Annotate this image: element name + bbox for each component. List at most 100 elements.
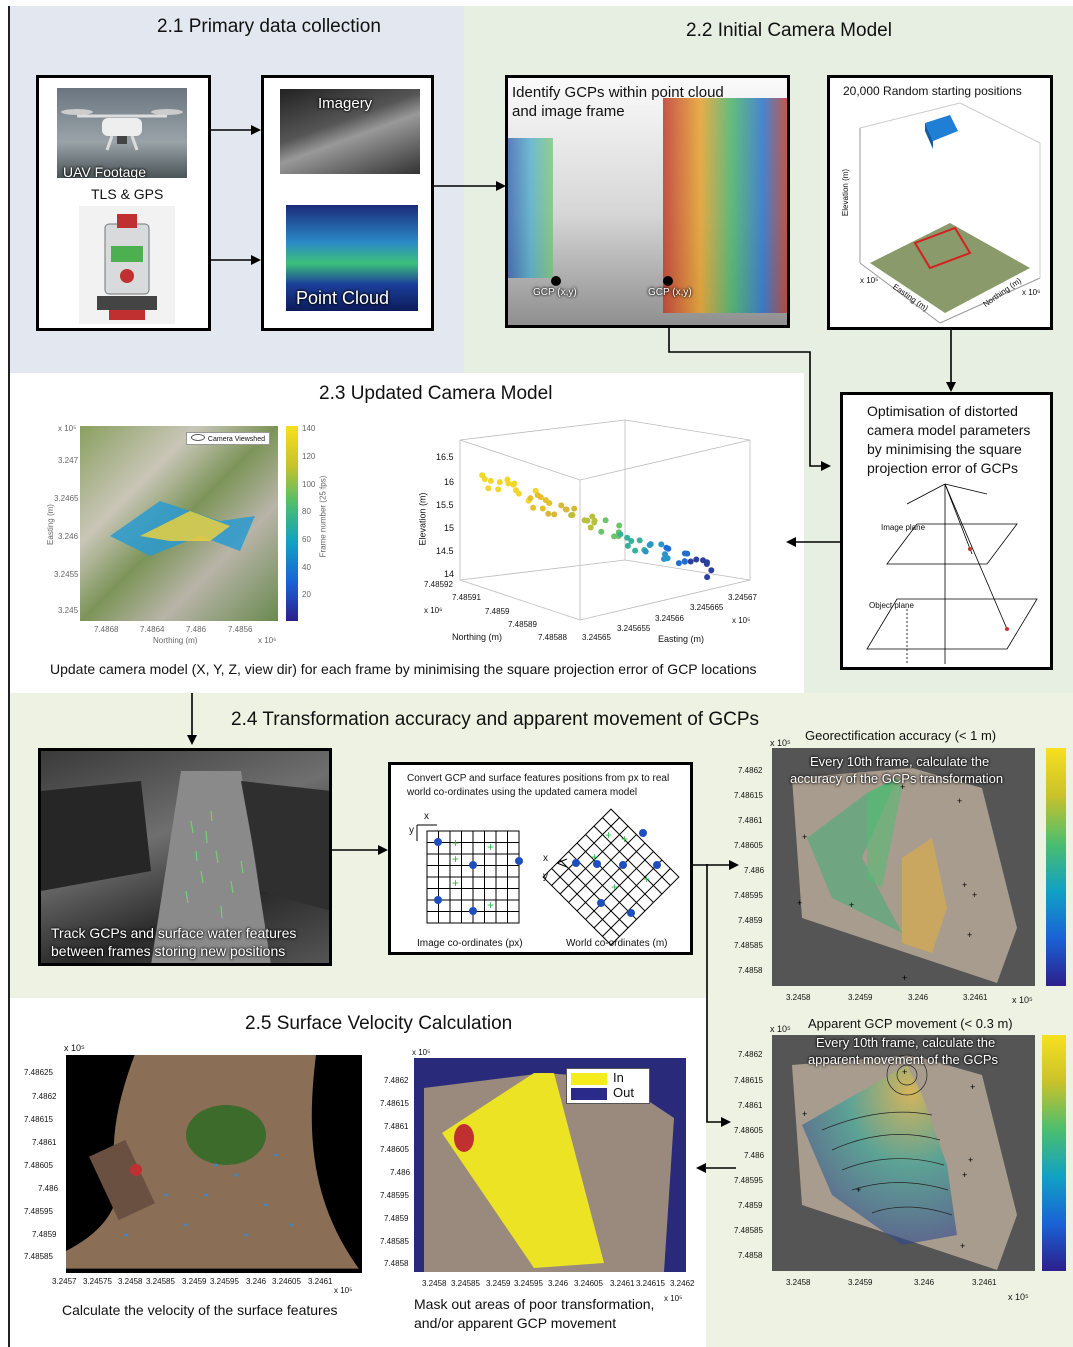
scatter-point: [515, 490, 522, 497]
svg-text:+: +: [968, 1155, 973, 1165]
svg-text:+: +: [452, 876, 459, 890]
optimisation-text-line2: camera model parameters: [867, 422, 1031, 438]
scatter-ztick: 16.5: [436, 452, 454, 462]
scatter-point: [530, 504, 537, 511]
mask-ytick: 7.48595: [380, 1191, 409, 1200]
mask-legend-in-swatch: [571, 1073, 607, 1085]
scatter-point: [479, 472, 486, 479]
svg-text:+: +: [962, 880, 967, 890]
scatter-point: [703, 561, 710, 567]
move-xtick: 3.2458: [786, 1278, 811, 1287]
scatter-point: [616, 522, 623, 529]
scatter-point: [558, 502, 565, 509]
mask-ytick: 7.4859: [384, 1214, 409, 1223]
map-xtick: 7.4864: [140, 625, 165, 634]
scatter-easting-tick: 3.245655: [617, 624, 651, 633]
uav-photo: UAV Footage: [57, 88, 187, 178]
movement-text-line2: apparent movement of the GCPs: [808, 1052, 999, 1067]
mask-xtick: 3.24615: [636, 1279, 665, 1288]
section-2-2-title: 2.2 Initial Camera Model: [686, 20, 892, 41]
vel-ytick: 7.48595: [24, 1207, 53, 1216]
geo-xtick: 3.2458: [786, 993, 811, 1002]
svg-text:+: +: [967, 930, 972, 940]
world-grid-features: + + + + +: [591, 828, 650, 894]
elevation-scatter-plot: [459, 419, 751, 621]
svg-text:+: +: [611, 880, 618, 894]
scatter-point: [661, 556, 667, 562]
mask-legend-out-label: Out: [613, 1085, 634, 1100]
move-ytick: 7.48615: [734, 1076, 763, 1085]
geo-ytick: 7.48605: [734, 841, 763, 850]
optimisation-box: Optimisation of distorted camera model p…: [840, 392, 1053, 670]
move-exponent: x 10⁵: [770, 1024, 791, 1034]
scatter-box: [459, 419, 751, 621]
identify-text-line2: and image frame: [512, 103, 625, 120]
vel-xtick: 3.24605: [272, 1277, 301, 1286]
optimisation-text-line4: projection error of GCPs: [867, 460, 1018, 476]
svg-text:+: +: [849, 900, 854, 910]
mask-ytick: 7.4858: [384, 1259, 409, 1268]
data-box: Imagery Point Cloud: [261, 75, 434, 331]
scatter-northing-tick: 7.48592: [424, 580, 453, 589]
geo-ytick: 7.4861: [738, 816, 763, 825]
colorbar-tick: 120: [302, 452, 316, 461]
gcp-label-2: GCP (x,y): [648, 287, 692, 298]
scatter-ztick: 14.5: [436, 546, 454, 556]
vel-xtick: 3.2459: [182, 1277, 207, 1286]
vel-ytick: 7.48585: [24, 1252, 53, 1261]
viewshed-legend: Camera Viewshed: [185, 432, 270, 445]
tracking-photo: [41, 771, 329, 963]
scatter-point: [647, 541, 654, 548]
gcp-marker-1: [551, 276, 561, 286]
vel-xtick: 3.246: [246, 1277, 267, 1286]
sensor-box: UAV Footage TLS & GPS: [36, 75, 211, 331]
scatter-zlabel: Elevation (m): [417, 492, 428, 546]
move-ytick: 7.486: [744, 1151, 765, 1160]
move-ytick: 7.4859: [738, 1201, 763, 1210]
scatter-point: [562, 506, 569, 513]
convert-text-line2: world co-ordinates using the updated cam…: [407, 787, 638, 798]
scatter-point: [487, 477, 494, 484]
arrow-tls-to-pointcloud: [211, 255, 261, 265]
geo-xtick: 3.246: [908, 993, 929, 1002]
scatter-point: [510, 481, 517, 488]
map-ytick: 3.247: [58, 456, 79, 465]
scatter-ztick: 15: [444, 523, 455, 533]
world-grid-gcps: [572, 829, 661, 917]
scatter-point: [598, 528, 605, 535]
viewshed-overlay: [110, 501, 255, 556]
scatter-point: [591, 517, 598, 524]
left-border: [8, 6, 10, 1347]
geo-xtick: 3.2459: [848, 993, 873, 1002]
movement-title: Apparent GCP movement (< 0.3 m): [808, 1016, 1013, 1031]
svg-text:+: +: [797, 898, 802, 908]
svg-text:+: +: [900, 782, 905, 792]
mask-ytick: 7.48585: [380, 1237, 409, 1246]
colored-facade: [663, 98, 787, 313]
scatter-northing-tick: 7.48591: [452, 593, 481, 602]
image-grid-gcps: [434, 838, 523, 915]
vel-xtick: 3.24595: [210, 1277, 239, 1286]
move-ytick: 7.48585: [734, 1226, 763, 1235]
scatter-point: [687, 558, 694, 565]
vel-xtick: 3.2457: [52, 1277, 77, 1286]
geo-ytick: 7.48615: [734, 791, 763, 800]
scatter-point: [505, 480, 512, 487]
camera-geometry-diagram: [866, 483, 1038, 664]
elevation-axis-label: Elevation (m): [841, 168, 851, 217]
vel-ytick: 7.4859: [32, 1230, 57, 1239]
colorbar-label: Frame number (25 fps): [318, 475, 328, 558]
mask-xtick: 3.246: [548, 1279, 569, 1288]
svg-text:+: +: [621, 832, 628, 846]
image-coords-label: Image co-ordinates (px): [417, 938, 523, 949]
georectification-map: + + + + + + + + + Every 10th frame, calculate th…: [772, 748, 1035, 986]
colorbar-tick: 60: [302, 535, 311, 544]
gcp-marker-2: [663, 276, 673, 286]
scatter-point: [587, 524, 594, 531]
total-station-icon: [97, 214, 157, 320]
arrow-optimisation-to-updated: [786, 537, 840, 547]
scatter-point: [624, 534, 631, 541]
scatter-point: [539, 505, 546, 512]
mask-ytick: 7.486: [390, 1168, 411, 1177]
svg-text:+: +: [487, 898, 494, 912]
